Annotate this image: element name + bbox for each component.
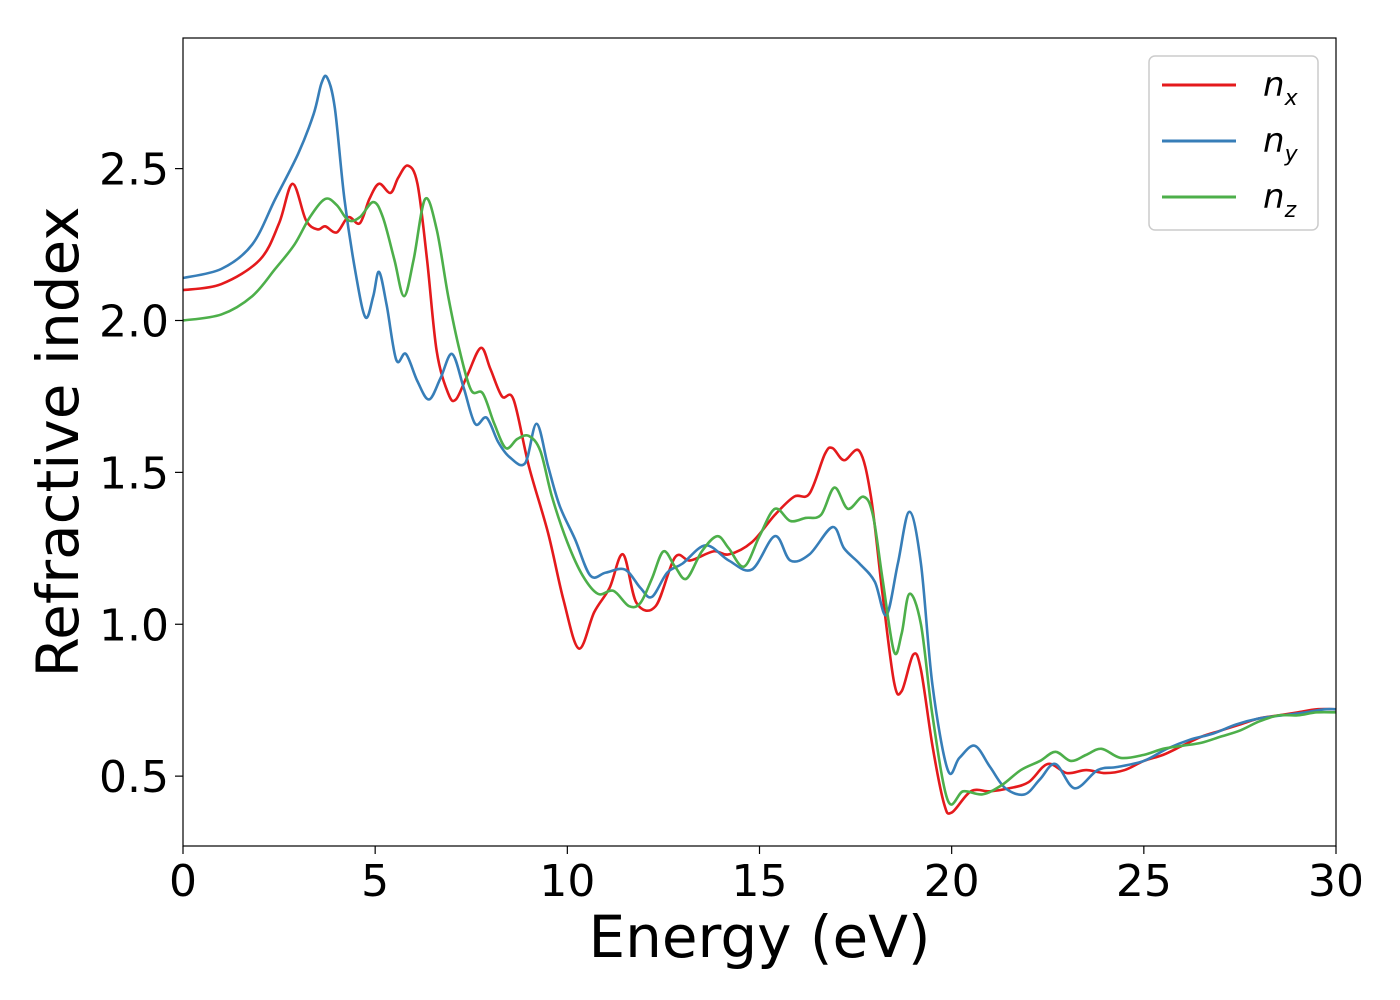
y-tick-label: 0.5 [99,752,169,803]
series-line-n-z [183,196,1336,806]
y-tick-label: 1.0 [99,600,169,651]
y-axis: 0.5 1.0 1.5 2.0 2.5 [99,145,183,803]
x-tick-label: 30 [1308,856,1364,907]
legend-label-n-y: ny [1263,121,1299,167]
y-axis-label: Refractive index [24,206,92,677]
legend-label-n-z: nz [1263,177,1297,223]
x-tick-label: 15 [732,856,788,907]
legend-label-n-x: nx [1263,65,1299,111]
series-line-n-x [183,164,1336,815]
y-tick-label: 2.5 [99,145,169,196]
x-tick-label: 20 [924,856,980,907]
series-line-n-y [183,74,1336,797]
y-tick-label: 1.5 [99,448,169,499]
x-tick-label: 0 [169,856,197,907]
x-axis-label: Energy (eV) [588,903,930,971]
y-tick-label: 2.0 [99,296,169,347]
x-tick-label: 25 [1116,856,1172,907]
legend: nx ny nz [1148,55,1319,231]
x-tick-label: 5 [361,856,389,907]
x-axis: 0 5 10 15 20 25 30 [169,846,1364,907]
series-layer [183,74,1336,815]
x-tick-label: 10 [539,856,595,907]
legend-frame [1148,55,1319,231]
